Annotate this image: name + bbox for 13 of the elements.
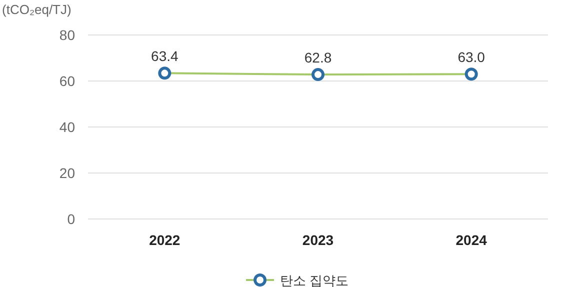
y-tick-label: 0 [67,211,76,227]
y-axis-title: (tCO₂eq/TJ) [2,2,72,17]
data-label: 62.8 [304,50,332,66]
legend-label: 탄소 집약도 [280,273,349,287]
x-tick-label: 2022 [149,232,180,248]
x-tick-label: 2024 [456,232,488,248]
data-label: 63.4 [151,48,179,64]
y-tick-label: 40 [59,119,76,135]
y-tick-label: 60 [59,73,76,89]
data-label: 63.0 [458,49,486,66]
y-tick-label: 20 [59,165,76,181]
y-tick-label: 80 [59,27,76,43]
x-tick-label: 2023 [302,232,334,248]
